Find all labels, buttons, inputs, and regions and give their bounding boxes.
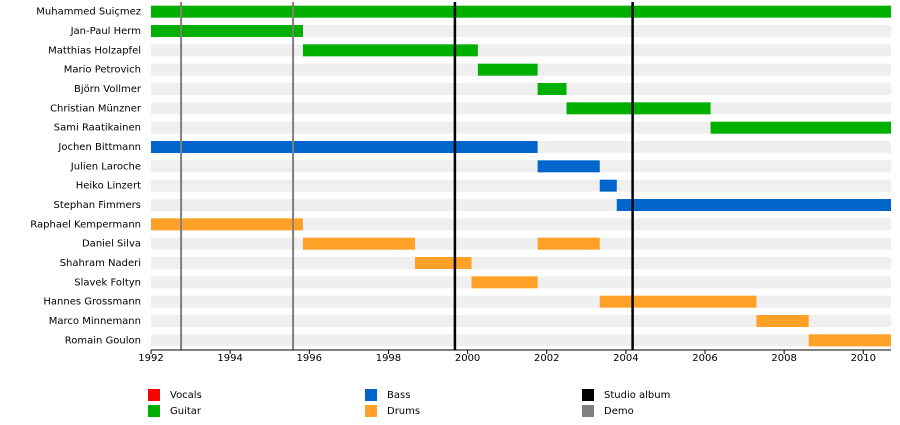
legend-label: Vocals <box>170 390 202 401</box>
row-stripe <box>151 334 891 347</box>
membership-bar <box>566 102 711 115</box>
row-stripe <box>151 237 891 250</box>
member-label: Hannes Grossmann <box>43 297 141 308</box>
row-stripe <box>151 83 891 95</box>
member-label: Slavek Foltyn <box>74 277 141 288</box>
membership-bar <box>302 237 415 250</box>
legend-swatch <box>148 389 160 401</box>
x-tick-label: 2008 <box>771 353 796 364</box>
member-label: Julien Laroche <box>70 161 141 172</box>
legend-label: Bass <box>387 390 410 401</box>
x-tick-label: 2004 <box>613 353 638 364</box>
x-tick-label: 1996 <box>297 353 322 364</box>
x-tick-label: 1992 <box>138 353 163 364</box>
x-tick-label: 2002 <box>534 353 559 364</box>
x-tick-label: 1994 <box>217 353 242 364</box>
row-stripe <box>151 179 891 192</box>
row-stripe <box>151 315 891 327</box>
row-stripe <box>151 295 891 308</box>
x-tick-label: 1998 <box>376 353 401 364</box>
member-label: Shahram Naderi <box>60 258 141 269</box>
member-label: Christian Münzner <box>50 103 142 114</box>
row-stripe <box>151 121 891 134</box>
membership-bar <box>414 257 472 269</box>
member-label: Romain Goulon <box>65 335 141 346</box>
membership-bar <box>537 237 600 250</box>
x-tick-label: 2010 <box>851 353 876 364</box>
membership-bar <box>756 315 809 327</box>
membership-bar <box>808 334 891 347</box>
x-tick-label: 2000 <box>455 353 480 364</box>
member-label: Stephan Fimmers <box>53 200 141 211</box>
legend-swatch <box>582 389 594 401</box>
membership-bar <box>302 44 478 57</box>
row-stripe <box>151 218 891 231</box>
member-label: Jan-Paul Herm <box>70 26 141 37</box>
membership-bar <box>151 218 303 231</box>
legend-label: Studio album <box>604 390 670 401</box>
legend-swatch <box>365 405 377 417</box>
row-stripe <box>151 257 891 269</box>
member-label: Muhammed Suiçmez <box>36 7 141 18</box>
member-label: Raphael Kempermann <box>30 219 141 230</box>
row-stripe <box>151 160 891 173</box>
legend-swatch <box>365 389 377 401</box>
membership-bar <box>710 121 891 134</box>
member-label: Daniel Silva <box>82 239 141 250</box>
legend-label: Demo <box>604 406 634 417</box>
row-stripe <box>151 44 891 57</box>
member-label: Marco Minnemann <box>49 316 141 327</box>
membership-bar <box>151 25 303 37</box>
member-label: Jochen Bittmann <box>57 142 141 153</box>
membership-bar <box>537 160 600 173</box>
membership-bar <box>616 199 891 211</box>
membership-bar <box>151 141 538 153</box>
legend-label: Guitar <box>170 406 202 417</box>
member-label: Sami Raatikainen <box>54 123 141 134</box>
member-label: Matthias Holzapfel <box>48 45 141 56</box>
legend-swatch <box>148 405 160 417</box>
x-tick-label: 2006 <box>692 353 717 364</box>
row-stripe <box>151 102 891 115</box>
row-stripe <box>151 25 891 37</box>
membership-bar <box>537 83 567 95</box>
membership-bar <box>471 276 538 289</box>
legend-swatch <box>582 405 594 417</box>
legend-label: Drums <box>387 406 420 417</box>
member-label: Heiko Linzert <box>76 181 141 192</box>
membership-bar <box>599 179 617 192</box>
membership-bar <box>477 63 538 76</box>
member-label: Björn Vollmer <box>74 84 142 95</box>
member-label: Mario Petrovich <box>64 65 141 76</box>
membership-bar <box>599 295 757 308</box>
membership-bar <box>151 5 891 18</box>
